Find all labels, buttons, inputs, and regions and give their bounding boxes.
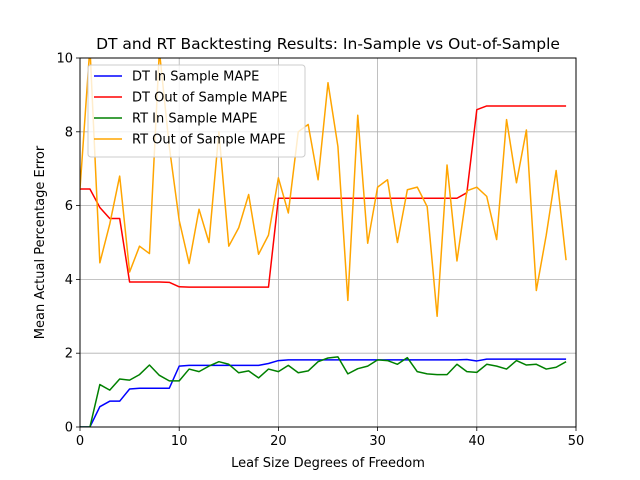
y-tick-label-3: 6: [65, 199, 73, 214]
x-tick-label-0: 0: [76, 434, 84, 449]
x-tick-label-3: 30: [369, 434, 386, 449]
legend-label-2: RT In Sample MAPE: [132, 112, 257, 127]
chart-title: DT and RT Backtesting Results: In-Sample…: [96, 35, 560, 53]
x-tick-label-5: 50: [568, 434, 585, 449]
legend-box: [87, 64, 306, 158]
x-tick-label-2: 20: [270, 434, 287, 449]
y-tick-label-4: 8: [65, 125, 73, 140]
x-axis-title: Leaf Size Degrees of Freedom: [231, 456, 425, 471]
y-tick-label-5: 10: [56, 52, 73, 67]
x-tick-label-1: 10: [171, 434, 188, 449]
legend-label-0: DT In Sample MAPE: [132, 70, 259, 85]
series-line-2: [80, 356, 567, 427]
y-tick-label-2: 4: [65, 273, 73, 288]
y-tick-label-1: 2: [65, 347, 73, 362]
legend-label-3: RT Out of Sample MAPE: [132, 133, 286, 148]
legend: DT In Sample MAPE DT Out of Sample MAPE RT…: [87, 64, 306, 158]
y-tick-label-0: 0: [65, 421, 73, 436]
legend-label-1: DT Out of Sample MAPE: [132, 91, 288, 106]
y-axis-title: Mean Actual Percentage Error: [33, 145, 48, 339]
x-tick-label-4: 40: [469, 434, 486, 449]
series-line-1: [80, 105, 567, 288]
axis-ticks: 0 10 20 30 40 50 0 2 4 6 8 10: [56, 52, 584, 450]
plot-frame: [79, 57, 577, 428]
